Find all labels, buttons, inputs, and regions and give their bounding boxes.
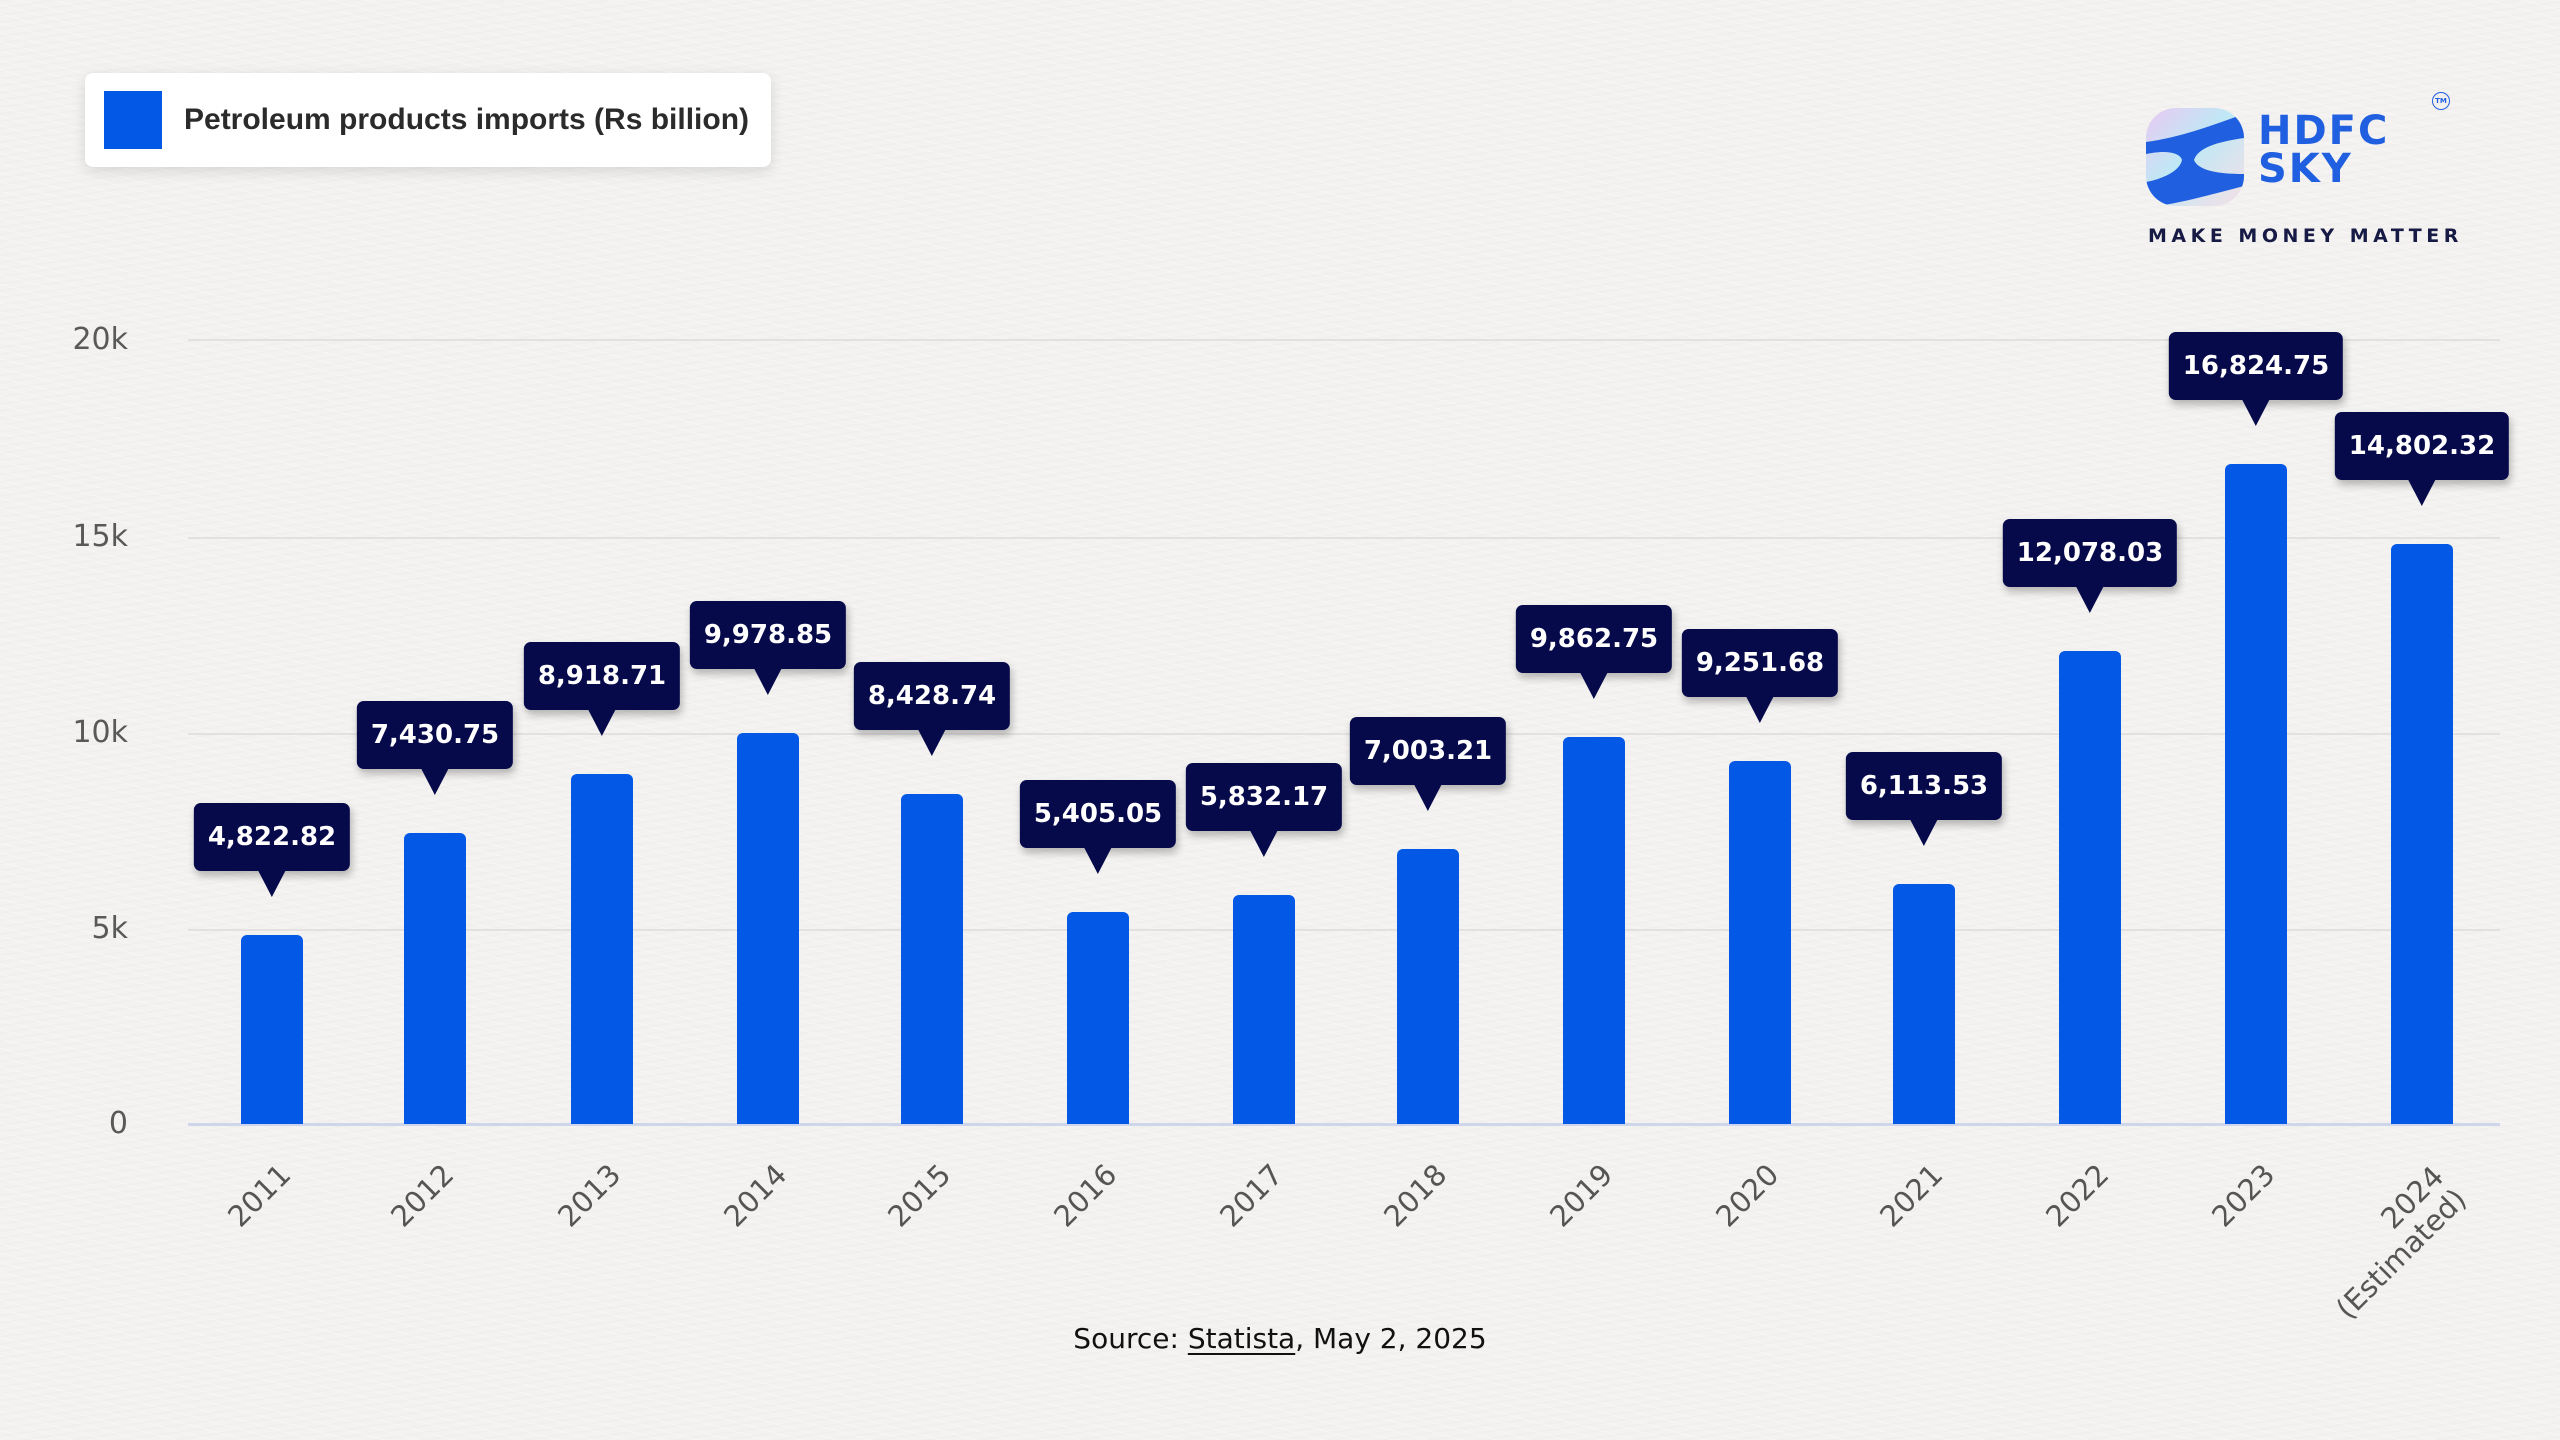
y-tick-label: 5k [91, 911, 128, 946]
bar-2024[interactable] [2391, 543, 2453, 1124]
bar-2017[interactable] [1233, 895, 1295, 1124]
x-tick-label: 2016 [1047, 1157, 1124, 1234]
y-tick-label: 15k [72, 519, 128, 554]
bar-2012[interactable] [404, 832, 466, 1124]
bar-2021[interactable] [1893, 884, 1955, 1124]
source-prefix: Source: [1073, 1322, 1188, 1355]
data-label: 9,862.75 [1515, 605, 1673, 674]
brand-wordmark: HDFC SKY [2258, 108, 2390, 192]
x-axis-baseline [188, 1123, 2500, 1126]
data-label: 9,978.85 [689, 600, 847, 669]
data-label: 8,918.71 [523, 642, 681, 711]
data-label: 7,003.21 [1349, 717, 1507, 786]
bar-2016[interactable] [1067, 912, 1129, 1124]
brand-name-line1: HDFC [2258, 108, 2390, 154]
x-tick-label: 2023 [2205, 1157, 2282, 1234]
x-tick-label: 2018 [1377, 1157, 1454, 1234]
x-tick-label: 2019 [1543, 1157, 1620, 1234]
data-label: 6,113.53 [1845, 752, 2003, 821]
bar-2020[interactable] [1729, 761, 1791, 1124]
bar-2022[interactable] [2059, 650, 2121, 1124]
bar-2019[interactable] [1563, 737, 1625, 1124]
x-tick-label: 2017 [1213, 1157, 1290, 1234]
data-label: 9,251.68 [1681, 629, 1839, 698]
trademark-icon: TM [2432, 92, 2450, 110]
source-link-statista[interactable]: Statista [1187, 1322, 1296, 1355]
gridline-5k [188, 929, 2500, 931]
legend-swatch [104, 91, 162, 149]
brand-logo: HDFC SKY TM MAKE MONEY MATTER [2140, 90, 2470, 260]
y-tick-label: 10k [72, 715, 128, 750]
bar-2013[interactable] [571, 774, 633, 1124]
gridline-10k [188, 733, 2500, 735]
x-tick-label: 2012 [384, 1157, 461, 1234]
brand-tagline: MAKE MONEY MATTER [2148, 225, 2463, 247]
x-tick-label: 2011 [221, 1157, 298, 1234]
source-note: Source: Statista, May 2, 2025 [0, 1322, 2560, 1355]
x-tick-label: 2015 [881, 1157, 958, 1234]
gridline-20k [188, 339, 2500, 341]
gridline-15k [188, 537, 2500, 539]
data-label: 12,078.03 [2002, 518, 2178, 587]
data-label: 16,824.75 [2168, 332, 2344, 401]
y-tick-label: 0 [108, 1106, 128, 1141]
x-tick-label: 2013 [551, 1157, 628, 1234]
x-tick-label: 2024 (Estimated) [2300, 1159, 2473, 1333]
x-tick-label: 2022 [2039, 1157, 2116, 1234]
legend-label: Petroleum products imports (Rs billion) [184, 103, 750, 136]
data-label: 4,822.82 [193, 802, 351, 871]
y-tick-label: 20k [72, 322, 128, 357]
data-label: 14,802.32 [2334, 411, 2510, 480]
data-label: 5,832.17 [1185, 763, 1343, 832]
x-tick-label: 2014 [717, 1157, 794, 1234]
brand-name-line2: SKY [2258, 146, 2353, 192]
bar-2011[interactable] [241, 934, 303, 1124]
data-label: 8,428.74 [853, 661, 1011, 730]
bar-2014[interactable] [737, 732, 799, 1124]
chart-legend: Petroleum products imports (Rs billion) [85, 73, 771, 167]
hdfc-sky-logo-icon [2146, 108, 2244, 206]
source-date: , May 2, 2025 [1295, 1322, 1487, 1355]
x-tick-label: 2021 [1873, 1157, 1950, 1234]
bar-2023[interactable] [2225, 464, 2287, 1124]
data-label: 7,430.75 [356, 700, 514, 769]
bar-2018[interactable] [1397, 849, 1459, 1124]
data-label: 5,405.05 [1019, 780, 1177, 849]
x-tick-label: 2020 [1709, 1157, 1786, 1234]
bar-2015[interactable] [901, 793, 963, 1124]
